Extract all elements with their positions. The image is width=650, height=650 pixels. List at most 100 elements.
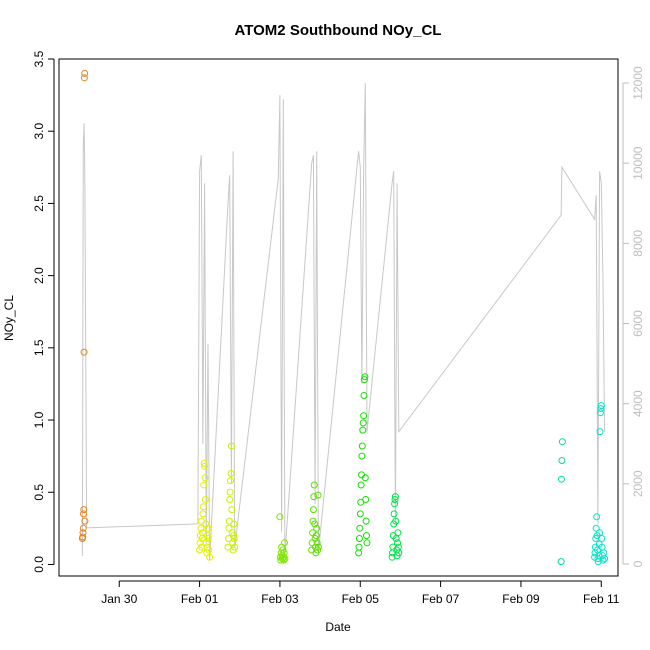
data-point: [558, 475, 565, 483]
data-point: [358, 452, 366, 460]
data-point: [360, 392, 368, 399]
data-point: [198, 543, 206, 551]
y-tick-label: 0.0: [32, 556, 46, 573]
y2-tick-label: 4000: [631, 390, 645, 417]
data-point: [558, 457, 566, 464]
data-point: [201, 474, 209, 482]
data-point: [360, 376, 368, 384]
y-axis: 0.0 0.5 1.0 1.5 2.0 2.5 3.0 3.5: [32, 50, 55, 573]
data-point: [204, 524, 212, 532]
data-point: [311, 520, 319, 528]
data-point: [356, 510, 364, 518]
y-tick-label: 3.0: [32, 123, 46, 140]
data-point: [281, 555, 289, 563]
data-point: [597, 405, 605, 412]
data-point: [224, 543, 232, 551]
data-point: [359, 426, 367, 434]
data-point: [310, 481, 318, 489]
data-point: [199, 510, 207, 518]
data-point: [597, 402, 605, 410]
data-point: [363, 539, 371, 547]
data-point: [355, 549, 363, 557]
y2-tick-label: 12000: [631, 66, 645, 100]
y2-tick-label: 2000: [631, 470, 645, 497]
data-point: [363, 532, 370, 540]
data-point: [81, 69, 89, 77]
x-tick-label: Feb 09: [502, 592, 540, 606]
data-point: [359, 419, 367, 427]
data-point: [392, 517, 400, 525]
x-tick-label: Feb 07: [422, 592, 460, 606]
data-point: [310, 493, 318, 501]
data-point: [79, 529, 87, 537]
data-point: [226, 496, 234, 503]
data-point: [313, 524, 321, 532]
scatter-series-7: [388, 493, 403, 561]
data-point: [394, 529, 402, 537]
data-point: [229, 539, 237, 547]
y-tick-label: 3.5: [32, 50, 46, 67]
data-point: [557, 558, 565, 566]
data-point: [204, 532, 211, 540]
data-point: [280, 556, 288, 564]
data-point: [231, 543, 239, 551]
data-point: [228, 506, 236, 514]
x-tick-label: Feb 11: [583, 592, 620, 606]
data-point: [395, 549, 403, 557]
altitude-line: [81, 82, 606, 561]
data-point: [80, 348, 88, 356]
data-point: [80, 510, 87, 518]
data-point: [595, 552, 603, 560]
data-point: [358, 442, 366, 450]
data-point: [314, 543, 322, 551]
chart-title: ATOM2 Southbound NOy_CL: [235, 22, 442, 39]
y2-tick-label: 8000: [631, 230, 645, 257]
x-tick-label: Jan 30: [101, 592, 137, 606]
data-point: [601, 555, 609, 563]
data-point: [225, 524, 233, 532]
y-tick-label: 2.5: [32, 195, 46, 212]
data-point: [227, 442, 235, 450]
data-point: [313, 539, 321, 547]
scatter-series-6: [355, 373, 371, 557]
data-point: [80, 74, 88, 82]
data-point: [197, 524, 205, 532]
data-point: [394, 539, 401, 547]
x-axis-label: Date: [325, 620, 351, 634]
data-point: [281, 539, 288, 547]
x-tick-label: Feb 01: [181, 592, 219, 606]
altitude-line-layer: [81, 82, 606, 561]
data-point: [79, 524, 87, 532]
secondary-y-axis: 0 2000 4000 6000 8000 10000 12000: [622, 66, 645, 567]
data-point: [596, 409, 604, 417]
data-point: [361, 474, 369, 482]
data-point: [227, 470, 235, 477]
data-point: [390, 510, 398, 518]
data-point: [391, 500, 399, 508]
data-point: [314, 546, 322, 554]
scatter-series-4: [276, 513, 289, 564]
data-point: [206, 553, 214, 561]
data-point: [362, 496, 370, 503]
x-axis: Jan 30 Feb 01 Feb 03 Feb 05 Feb 07 Feb 09 Feb …: [101, 580, 620, 606]
y-tick-label: 2.0: [32, 267, 46, 284]
data-point: [201, 462, 209, 470]
data-point: [355, 535, 363, 542]
data-point: [230, 532, 237, 540]
data-point: [356, 524, 364, 532]
data-point: [357, 481, 365, 489]
data-point: [79, 533, 87, 541]
data-point: [226, 488, 234, 496]
data-point: [596, 428, 604, 436]
scatter-series-5: [308, 481, 322, 557]
data-point: [362, 517, 370, 525]
data-point: [204, 535, 212, 542]
data-point: [591, 553, 599, 561]
data-point: [596, 529, 604, 537]
data-point: [199, 503, 207, 511]
plot-frame: [58, 58, 619, 577]
y2-tick-label: 0: [631, 560, 645, 567]
data-point: [201, 496, 209, 503]
